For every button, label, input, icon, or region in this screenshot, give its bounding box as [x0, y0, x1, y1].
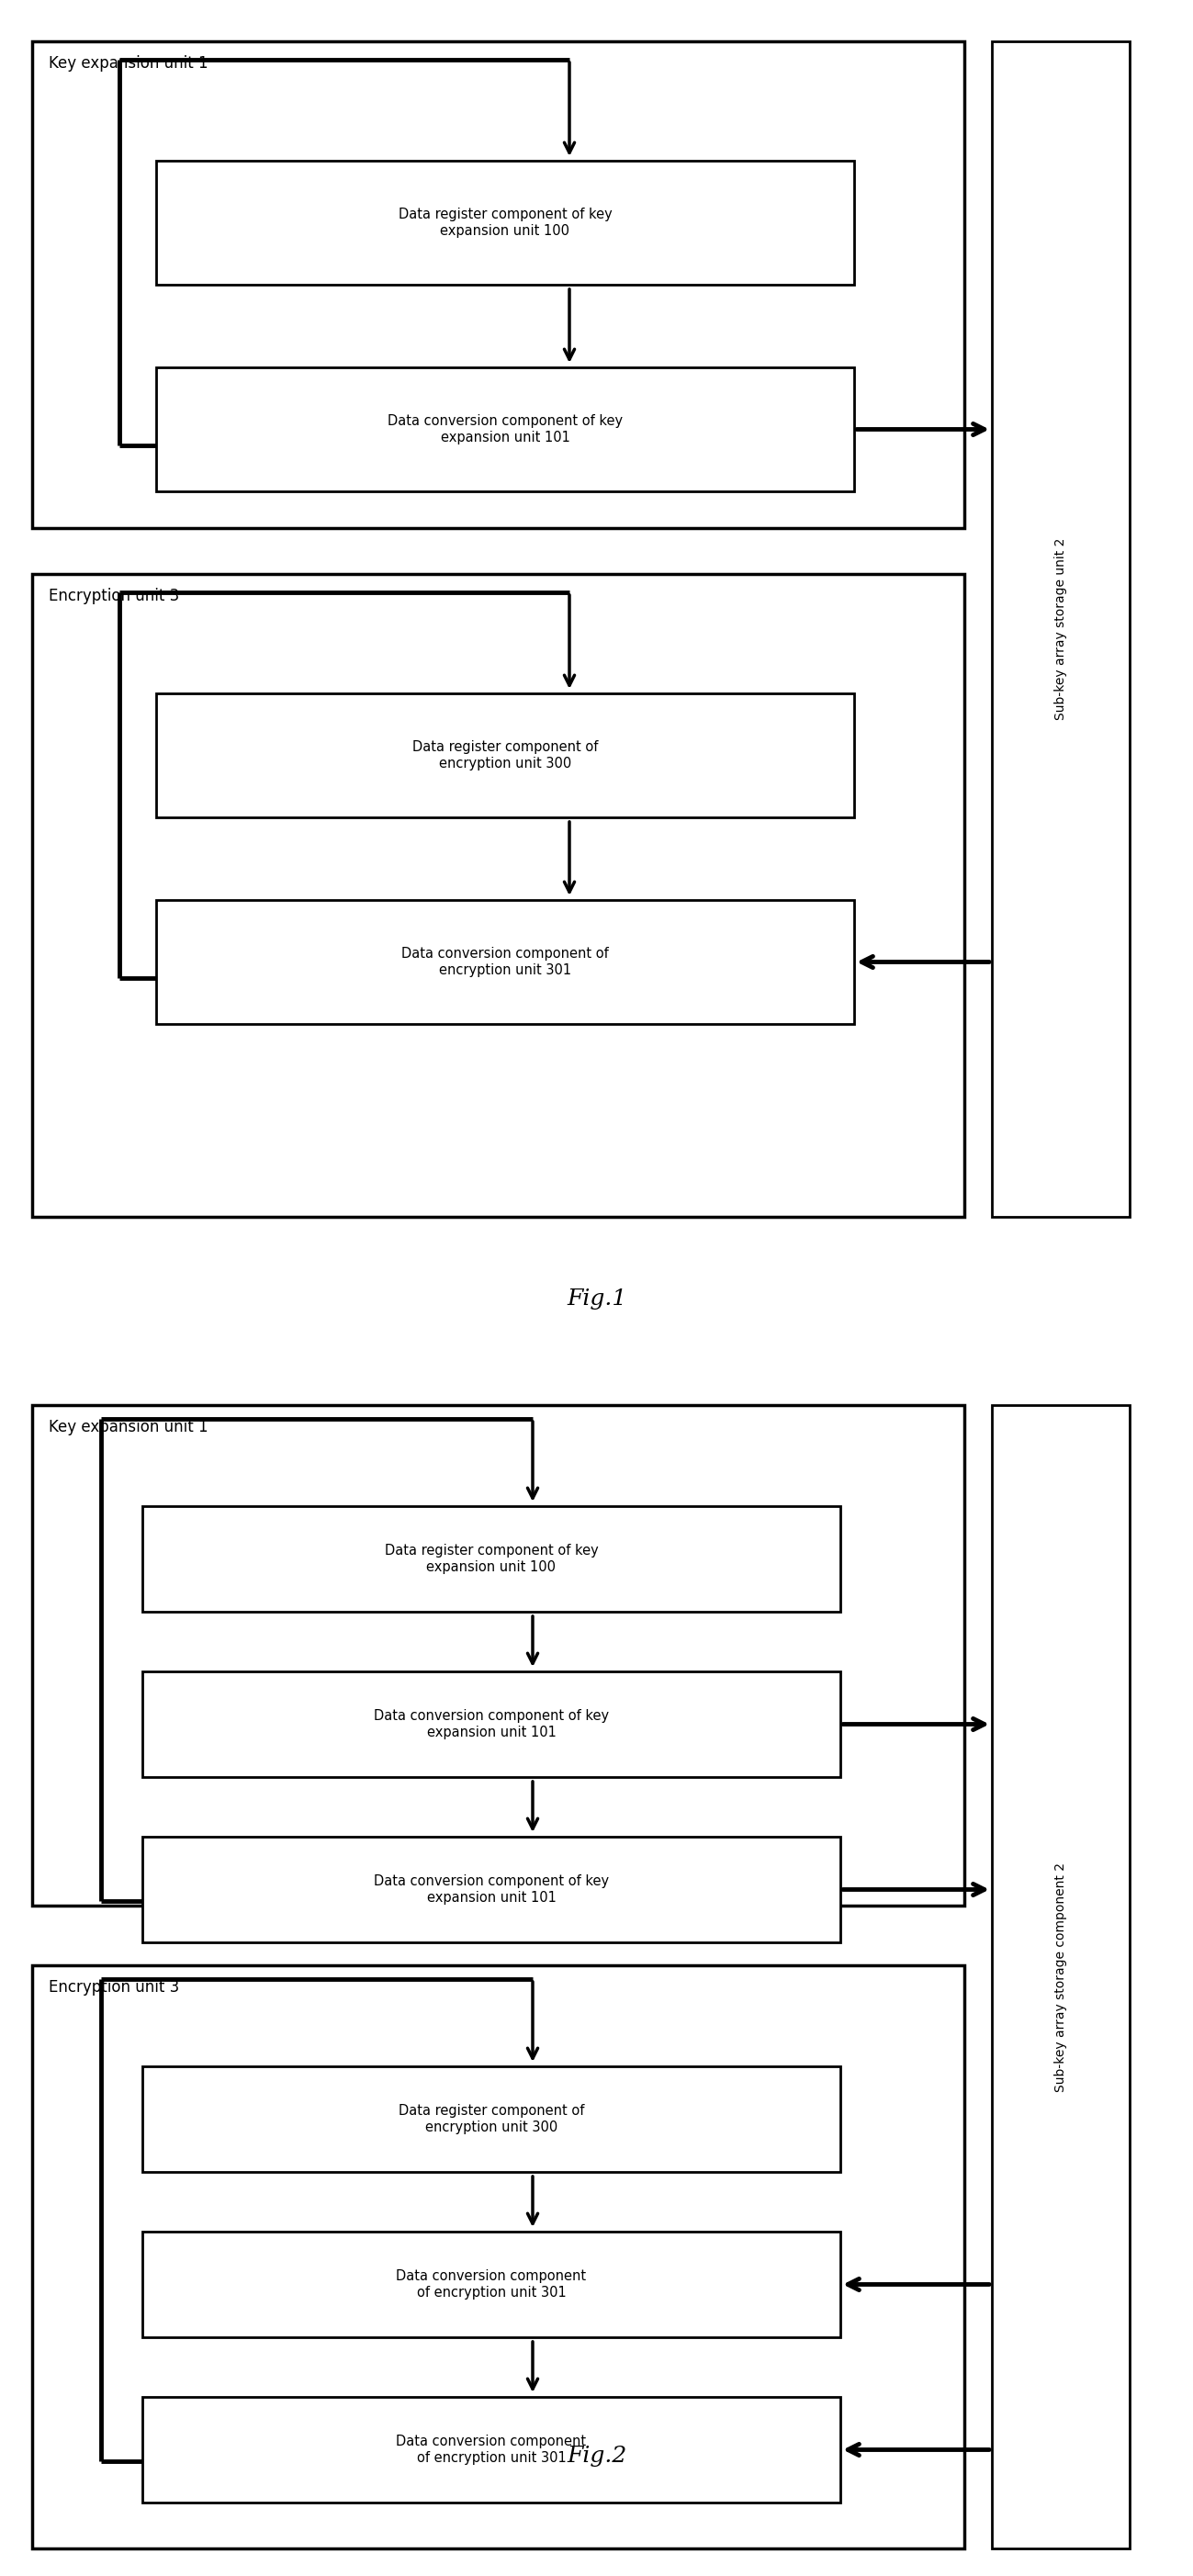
Bar [32, 41, 964, 528]
Text: Data conversion component
of encryption unit 301: Data conversion component of encryption … [396, 2434, 587, 2465]
Bar [32, 1965, 964, 2548]
Bar [991, 41, 1130, 1216]
Text: Data conversion component of key
expansion unit 101: Data conversion component of key expansi… [373, 1710, 608, 1739]
Bar [142, 2396, 840, 2501]
Text: Sub-key array storage unit 2: Sub-key array storage unit 2 [1055, 538, 1068, 721]
Bar [32, 1404, 964, 1906]
Text: Sub-key array storage component 2: Sub-key array storage component 2 [1055, 1862, 1068, 2092]
Text: Data register component of
encryption unit 300: Data register component of encryption un… [413, 739, 598, 770]
Text: Encryption unit 3: Encryption unit 3 [49, 587, 179, 605]
Bar [142, 1507, 840, 1613]
Text: Data register component of
encryption unit 300: Data register component of encryption un… [398, 2105, 585, 2133]
Text: Data conversion component of
encryption unit 301: Data conversion component of encryption … [402, 948, 608, 976]
Text: Data conversion component
of encryption unit 301: Data conversion component of encryption … [396, 2269, 587, 2300]
Text: Data register component of key
expansion unit 100: Data register component of key expansion… [398, 209, 612, 237]
Text: Data register component of key
expansion unit 100: Data register component of key expansion… [384, 1543, 598, 1574]
Bar [156, 899, 854, 1025]
Bar [142, 2066, 840, 2172]
Bar [142, 1672, 840, 1777]
Bar [156, 160, 854, 286]
Text: Key expansion unit 1: Key expansion unit 1 [49, 54, 208, 72]
Bar [142, 1837, 840, 1942]
Bar [156, 693, 854, 817]
Bar [991, 1404, 1130, 2548]
Text: Encryption unit 3: Encryption unit 3 [49, 1978, 179, 1996]
Text: Fig.2: Fig.2 [567, 2447, 628, 2468]
Text: Data conversion component of key
expansion unit 101: Data conversion component of key expansi… [373, 1875, 608, 1904]
Bar [32, 574, 964, 1216]
Text: Key expansion unit 1: Key expansion unit 1 [49, 1419, 208, 1435]
Text: Data conversion component of key
expansion unit 101: Data conversion component of key expansi… [388, 415, 623, 443]
Bar [142, 2231, 840, 2336]
Text: Fig.1: Fig.1 [567, 1288, 628, 1311]
Bar [156, 368, 854, 492]
